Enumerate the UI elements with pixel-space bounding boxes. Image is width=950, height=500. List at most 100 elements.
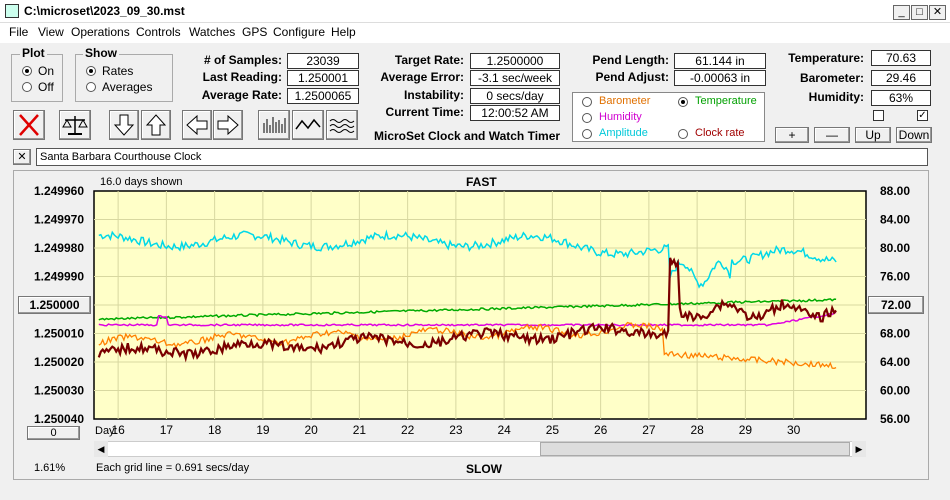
menu-watches[interactable]: Watches	[189, 25, 236, 39]
y-left-tick: 1.249960	[34, 184, 84, 198]
option-checkbox-1[interactable]	[873, 110, 884, 121]
humidity-radio[interactable]	[582, 113, 592, 123]
option-checkbox-2[interactable]: ✓	[917, 110, 928, 121]
close-button[interactable]: ✕	[929, 5, 946, 20]
wavy-lines-icon	[329, 119, 355, 133]
y-left-tick: 1.249990	[34, 270, 84, 284]
arrow-down-icon	[113, 114, 135, 136]
smooth-view-button[interactable]	[326, 110, 358, 140]
temperature-option-label: Temperature	[695, 95, 757, 107]
temperature-series	[98, 229, 837, 289]
amplitude-option-label: Amplitude	[599, 127, 648, 139]
barometer-radio[interactable]	[582, 97, 592, 107]
menu-controls[interactable]: Controls	[136, 25, 181, 39]
y-right-tick: 88.00	[880, 184, 910, 198]
plot-group-title: Plot	[20, 46, 47, 60]
rate-series	[97, 257, 837, 363]
plot-off-radio[interactable]	[22, 82, 32, 92]
clock-rate-radio[interactable]	[678, 129, 688, 139]
average-error-field: -3.1 sec/week	[470, 70, 560, 86]
y-left-tick: 1.249980	[34, 241, 84, 255]
barometer-field: 29.46	[871, 70, 931, 86]
clock-name-input[interactable]: Santa Barbara Courthouse Clock	[36, 148, 928, 166]
y-right-tick: 60.00	[880, 384, 910, 398]
plot-on-label: On	[38, 64, 55, 78]
arrow-up-icon	[145, 114, 167, 136]
x-tick: 30	[787, 423, 801, 437]
down-button[interactable]: Down	[896, 127, 932, 143]
pend-length-field: 61.144 in	[674, 53, 766, 69]
humidity-series	[98, 311, 837, 327]
right-center-value-button[interactable]: 72.00	[868, 296, 924, 314]
instability-label: Instability:	[403, 88, 464, 102]
scroll-left-button[interactable]	[182, 110, 212, 140]
window-title: C:\microset\2023_09_30.mst	[24, 4, 185, 18]
move-up-button[interactable]	[141, 110, 171, 140]
menu-help[interactable]: Help	[331, 25, 356, 39]
x-tick: 27	[642, 423, 656, 437]
show-rates-radio[interactable]	[86, 66, 96, 76]
average-error-label: Average Error:	[380, 70, 464, 84]
wave-line-icon	[295, 118, 321, 130]
arrow-right-icon	[217, 114, 239, 136]
slow-label: SLOW	[466, 462, 502, 476]
y-right-tick: 84.00	[880, 213, 910, 227]
y-left-tick: 1.250030	[34, 384, 84, 398]
scroll-thumb[interactable]	[540, 442, 850, 456]
plus-button[interactable]: +	[775, 127, 809, 143]
x-tick: 16	[111, 423, 125, 437]
show-averages-radio[interactable]	[86, 82, 96, 92]
x-tick: 25	[546, 423, 560, 437]
pend-adjust-field: -0.00063 in	[674, 70, 766, 86]
menu-operations[interactable]: Operations	[71, 25, 130, 39]
menu-file[interactable]: File	[9, 25, 29, 39]
y-right-tick: 56.00	[880, 412, 910, 426]
balance-scale-icon	[62, 116, 88, 135]
y-right-tick: 68.00	[880, 327, 910, 341]
zero-button[interactable]: 0	[27, 426, 80, 440]
move-down-button[interactable]	[109, 110, 139, 140]
temperature-label: Temperature:	[788, 51, 864, 65]
scroll-left-arrow[interactable]: ◀	[94, 441, 108, 457]
x-tick: 19	[256, 423, 270, 437]
samples-field: 23039	[287, 53, 359, 69]
clear-data-button[interactable]	[13, 110, 45, 140]
fast-label: FAST	[466, 175, 497, 189]
balance-button[interactable]	[59, 110, 91, 140]
app-name: MicroSet Clock and Watch Timer	[374, 129, 561, 143]
scroll-right-arrow[interactable]: ▶	[852, 441, 866, 457]
barometer-label: Barometer:	[799, 71, 864, 85]
up-button[interactable]: Up	[855, 127, 891, 143]
left-center-value-button[interactable]: 1.250000	[18, 296, 91, 314]
y-right-tick: 64.00	[880, 355, 910, 369]
average-rate-field: 1.2500065	[287, 88, 359, 104]
plot-on-radio[interactable]	[22, 66, 32, 76]
menu-configure[interactable]: Configure	[273, 25, 326, 39]
barometer-option-label: Barometer	[599, 95, 651, 107]
plot-off-label: Off	[38, 80, 54, 94]
scroll-right-button[interactable]	[213, 110, 243, 140]
bar-lines-icon	[263, 117, 286, 133]
bars-view-button[interactable]	[258, 110, 290, 140]
clear-name-button[interactable]: ✕	[13, 149, 31, 165]
minimize-button[interactable]: _	[893, 5, 910, 20]
red-x-icon	[19, 114, 39, 136]
show-rates-label: Rates	[102, 64, 134, 78]
clock-rate-option-label: Clock rate	[695, 127, 745, 139]
y-left-tick: 1.249970	[34, 213, 84, 227]
app-icon	[5, 4, 19, 18]
samples-label: # of Samples:	[203, 53, 282, 67]
days-shown-label: 16.0 days shown	[100, 176, 183, 188]
temperature-radio[interactable]	[678, 97, 688, 107]
line-view-button[interactable]	[292, 110, 324, 140]
amplitude-radio[interactable]	[582, 129, 592, 139]
y-right-tick: 76.00	[880, 270, 910, 284]
show-group-title: Show	[83, 46, 119, 60]
minus-button[interactable]: —	[814, 127, 850, 143]
maximize-button[interactable]: □	[911, 5, 928, 20]
menu-gps[interactable]: GPS	[242, 25, 268, 39]
menu-view[interactable]: View	[38, 25, 64, 39]
x-tick: 28	[690, 423, 704, 437]
x-tick: 24	[497, 423, 511, 437]
